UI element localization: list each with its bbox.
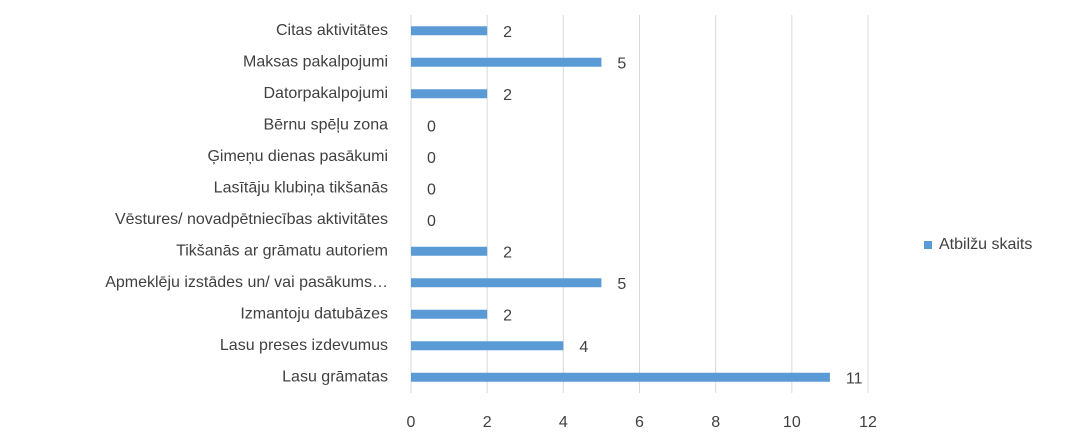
y-tick-label: Datorpakalpojumi [263, 85, 388, 102]
data-label: 4 [579, 339, 588, 356]
data-label: 0 [427, 150, 436, 167]
x-tick-label: 12 [859, 414, 877, 431]
data-label: 2 [503, 24, 512, 41]
bar [411, 246, 488, 256]
data-label: 11 [846, 370, 863, 387]
bar [411, 372, 830, 382]
y-tick-label: Vēstures/ novadpētniecības aktivitātes [115, 211, 388, 228]
data-label: 0 [427, 118, 436, 135]
x-tick-label: 2 [483, 414, 492, 431]
y-tick-label: Tikšanās ar grāmatu autoriem [176, 242, 388, 259]
bar [411, 309, 488, 319]
bar [411, 89, 488, 99]
y-tick-label: Lasu preses izdevumus [220, 337, 388, 354]
y-tick-label: Citas aktivitātes [276, 22, 388, 39]
bar [411, 26, 488, 36]
y-tick-label: Apmeklēju izstādes un/ vai pasākums… [105, 274, 388, 291]
data-label: 2 [503, 87, 512, 104]
bar [411, 278, 602, 288]
data-label: 2 [503, 244, 512, 261]
x-tick-label: 8 [711, 414, 720, 431]
legend-label: Atbilžu skaits [939, 236, 1032, 253]
x-tick-label: 10 [783, 414, 801, 431]
y-tick-label: Ģimeņu dienas pasākumi [207, 148, 388, 165]
y-tick-label: Bērnu spēļu zona [263, 116, 388, 133]
y-tick-label: Lasu grāmatas [282, 368, 388, 385]
data-label: 5 [617, 276, 626, 293]
bar [411, 341, 564, 351]
x-tick-label: 4 [559, 414, 568, 431]
data-label: 5 [617, 55, 626, 72]
y-tick-label: Izmantoju datubāzes [240, 305, 388, 322]
bar [411, 57, 602, 67]
x-tick-label: 6 [635, 414, 644, 431]
data-label: 2 [503, 307, 512, 324]
y-tick-label: Lasītāju klubiņa tikšanās [214, 179, 388, 196]
data-label: 0 [427, 213, 436, 230]
legend-swatch [924, 241, 932, 249]
data-label: 0 [427, 181, 436, 198]
y-tick-label: Maksas pakalpojumi [243, 53, 388, 70]
x-tick-label: 0 [407, 414, 416, 431]
